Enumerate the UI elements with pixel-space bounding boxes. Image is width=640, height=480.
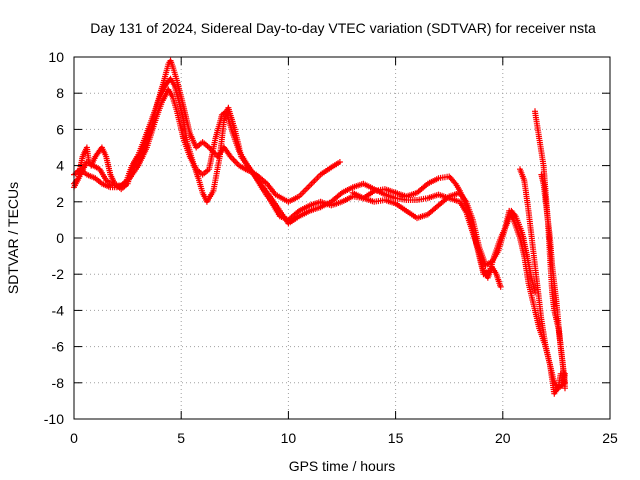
x-tick-label: 15	[388, 430, 404, 446]
x-axis-label: GPS time / hours	[289, 458, 396, 474]
series-4	[349, 173, 538, 296]
y-tick-label: 8	[56, 85, 64, 101]
y-tick-label: -8	[52, 375, 65, 391]
series-markers	[71, 75, 504, 290]
series-markers	[517, 166, 564, 397]
y-tick-label: -2	[52, 266, 65, 282]
y-tick-label: 0	[56, 230, 64, 246]
y-tick-label: -6	[52, 339, 65, 355]
x-tick-label: 10	[281, 430, 297, 446]
data-points	[71, 57, 568, 397]
y-tick-label: 2	[56, 194, 64, 210]
y-tick-label: -10	[44, 411, 64, 427]
x-tick-label: 5	[177, 430, 185, 446]
x-tick-label: 25	[602, 430, 618, 446]
series-markers	[349, 173, 538, 296]
y-tick-label: 4	[56, 158, 64, 174]
y-axis-label: SDTVAR / TECUs	[5, 182, 21, 294]
chart-title: Day 131 of 2024, Sidereal Day-to-day VTE…	[90, 20, 596, 36]
x-tick-label: 20	[495, 430, 511, 446]
y-tick-label: 6	[56, 121, 64, 137]
series-2	[71, 75, 504, 290]
x-tick-label: 0	[70, 430, 78, 446]
y-tick-label: 10	[48, 49, 64, 65]
y-tick-label: -4	[52, 302, 65, 318]
series-markers	[538, 171, 568, 386]
series-5	[517, 166, 564, 397]
axis-ticks: -10 -8 -6 -4 -2 0 2 4 6 8 10 0 5 10 15 20 25	[44, 49, 618, 446]
series-7	[538, 171, 568, 386]
